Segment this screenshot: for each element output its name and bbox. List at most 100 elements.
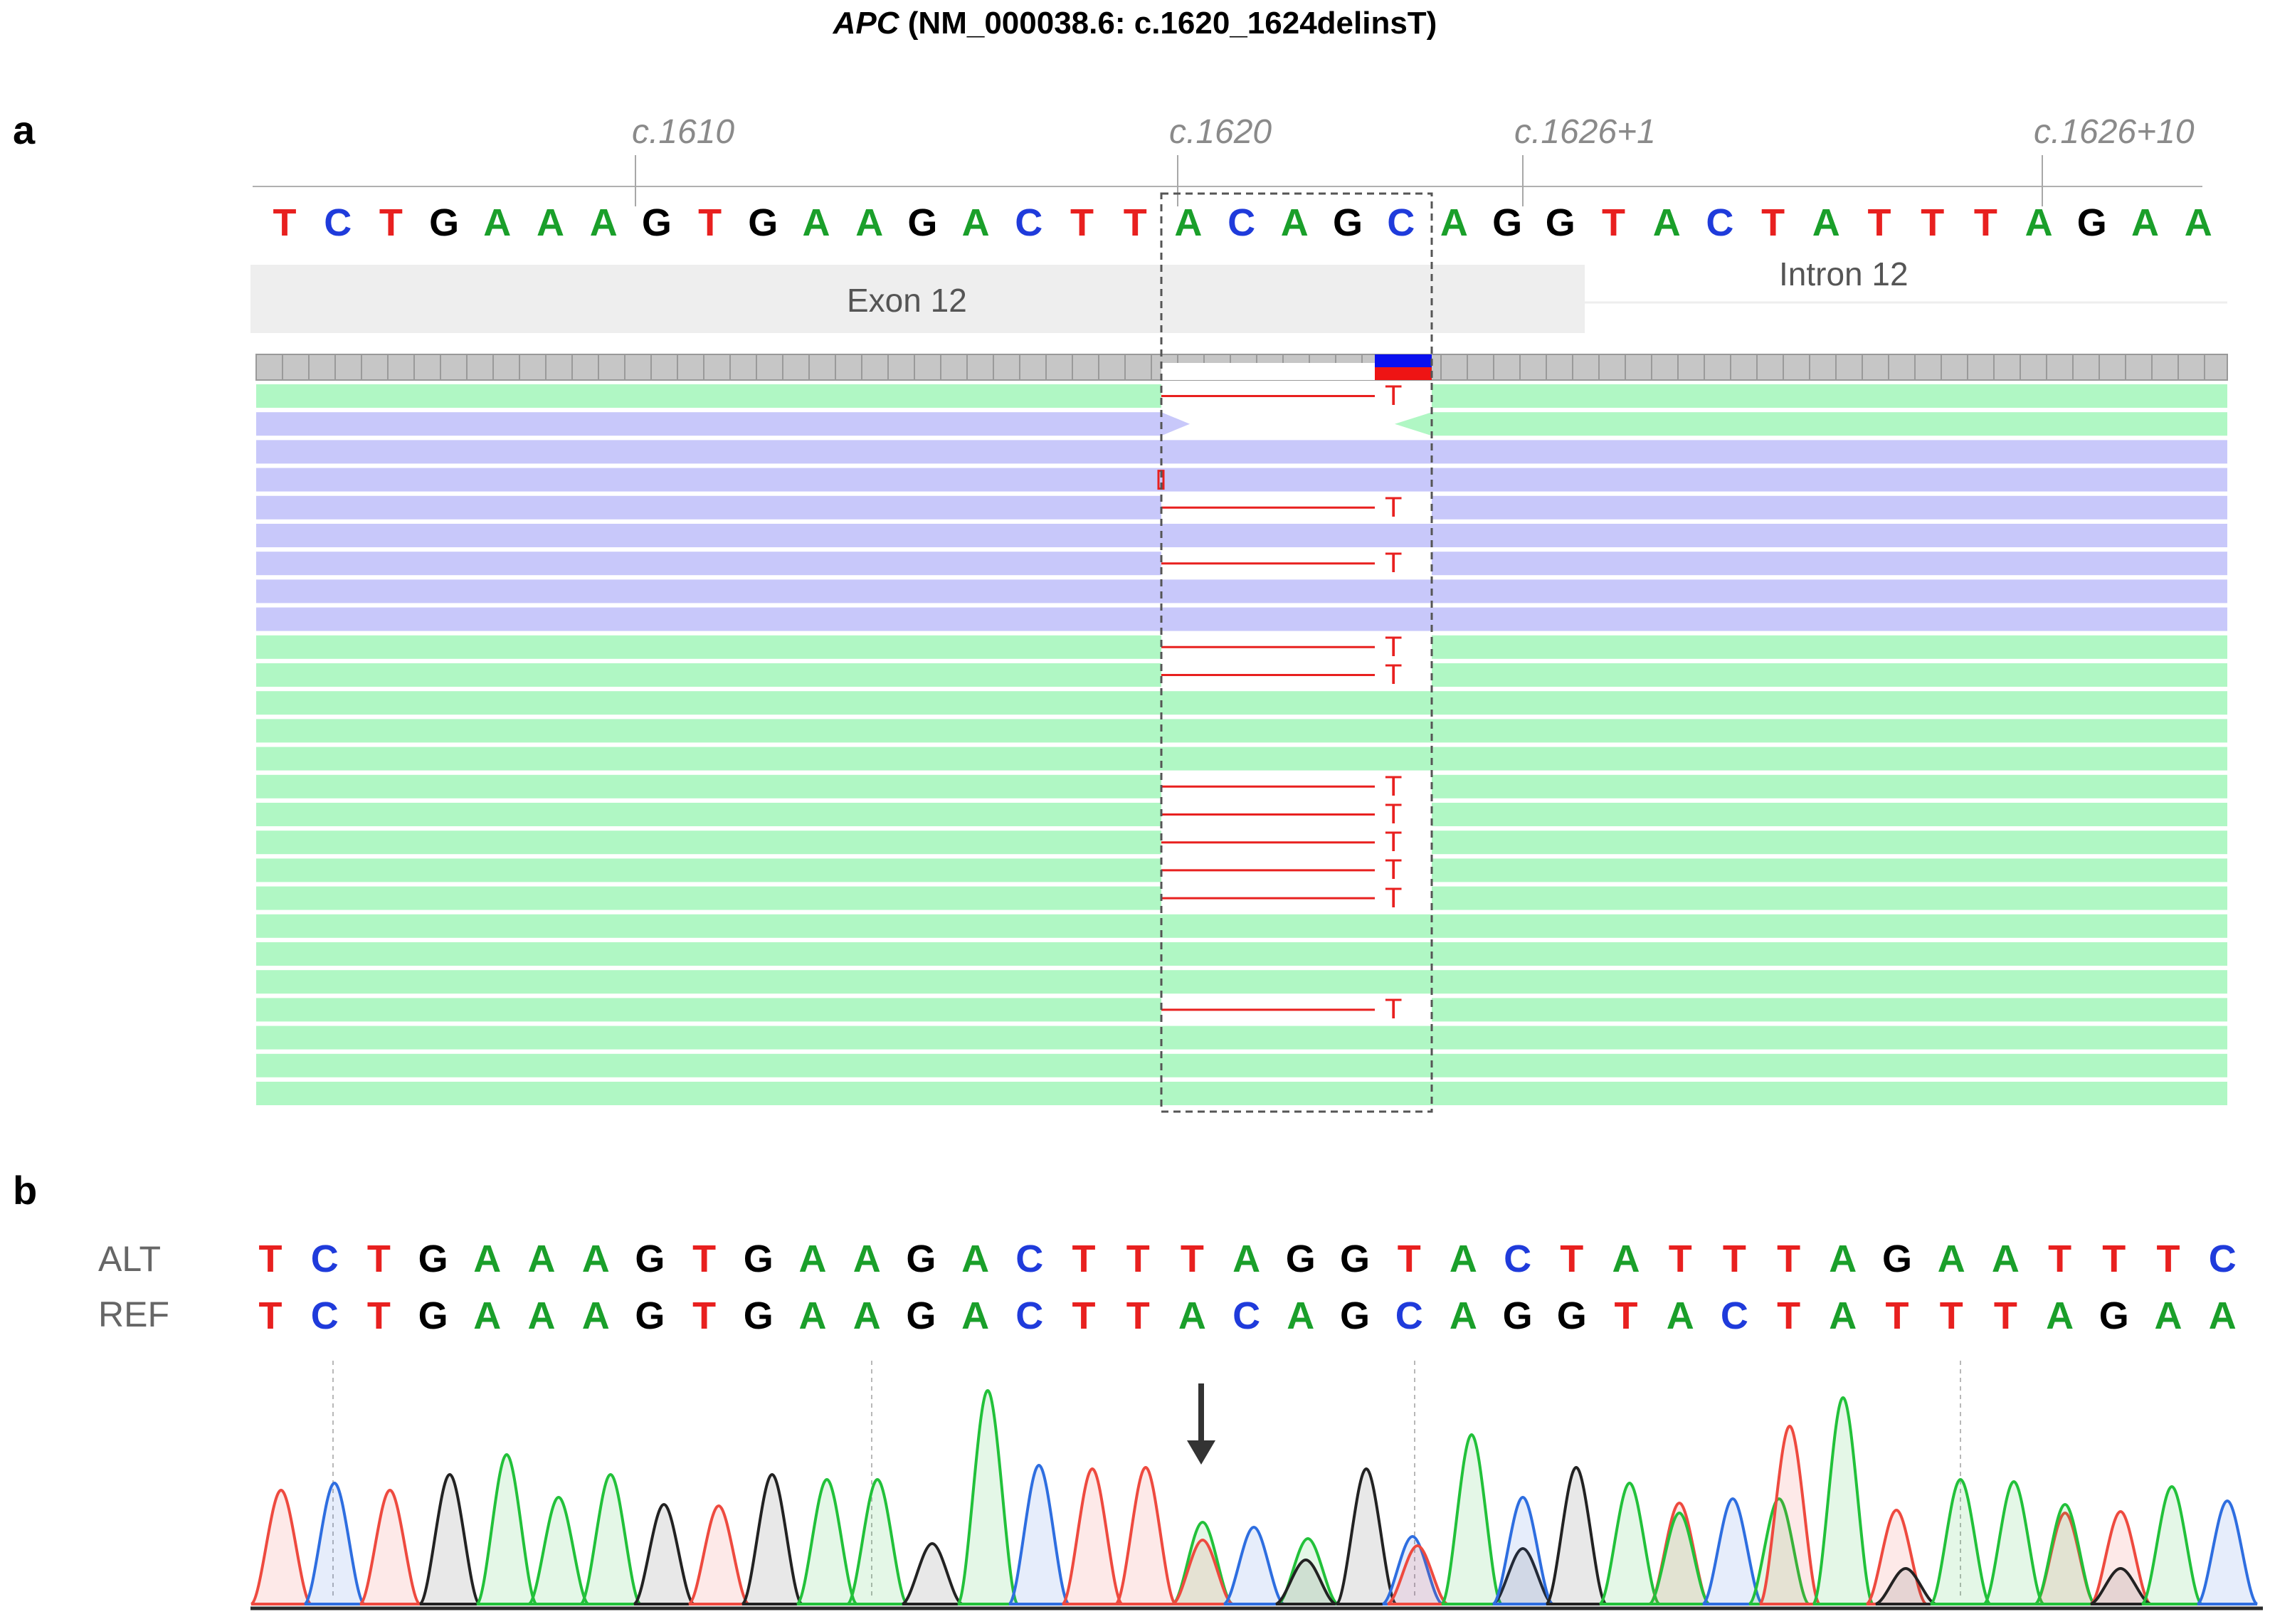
ref-base: T: [1123, 201, 1147, 244]
ref-base: G: [1502, 1295, 1533, 1337]
read: [256, 970, 2227, 994]
ref-base: A: [1812, 201, 1840, 244]
chromatogram-peak: [1492, 1495, 1554, 1605]
alt-base: A: [1829, 1238, 1857, 1280]
ref-base: A: [1280, 201, 1309, 244]
insertion-base-label: T: [1385, 659, 1403, 690]
read: [1432, 663, 2227, 687]
alt-base: G: [906, 1238, 936, 1280]
ref-base: T: [379, 201, 403, 244]
read: [256, 942, 2227, 966]
chromatogram-peak: [1875, 1566, 1936, 1605]
alt-base: A: [1449, 1238, 1477, 1280]
alt-base: C: [1504, 1238, 1532, 1280]
read: [1432, 412, 2227, 436]
ref-base: A: [2024, 201, 2053, 244]
read: [256, 440, 2227, 464]
chromatogram: [250, 1361, 2263, 1610]
alt-base: C: [1015, 1238, 1044, 1280]
chromatogram-peak: [2196, 1499, 2259, 1605]
ref-base: T: [258, 1295, 283, 1337]
alt-base: A: [1232, 1238, 1261, 1280]
read: [1432, 803, 2227, 826]
read: [256, 468, 2227, 492]
alt-base: T: [1777, 1238, 1801, 1280]
insertion-base-label: T: [1385, 826, 1403, 858]
ref-base: T: [1777, 1295, 1801, 1337]
read: [256, 719, 2227, 743]
read-end: [1395, 412, 1432, 436]
chromatogram-peak: [303, 1481, 366, 1605]
read: [1432, 552, 2227, 576]
alt-base: A: [581, 1238, 610, 1280]
chromatogram-peak: [1114, 1465, 1177, 1605]
variant-arrow-head: [1187, 1440, 1215, 1465]
alt-base: A: [473, 1238, 502, 1280]
ref-base: T: [366, 1295, 391, 1337]
alt-base: T: [1180, 1238, 1204, 1280]
panel-b-letter: b: [13, 1168, 38, 1213]
alt-base: A: [1937, 1238, 1965, 1280]
insertion-base-label: T: [1385, 547, 1403, 579]
ref-base: A: [1652, 201, 1681, 244]
alt-base: T: [258, 1238, 283, 1280]
alt-base: T: [2048, 1238, 2072, 1280]
ref-base: C: [1232, 1295, 1261, 1337]
chromatogram-peak: [1171, 1538, 1234, 1605]
ref-base: G: [1339, 1295, 1370, 1337]
alt-base: A: [527, 1238, 556, 1280]
alt-base: T: [692, 1238, 717, 1280]
ref-base: C: [1395, 1295, 1423, 1337]
chromatogram-peak: [1274, 1558, 1337, 1605]
ref-base: T: [1761, 201, 1785, 244]
ref-base: C: [1720, 1295, 1748, 1337]
ref-base: T: [1973, 201, 1997, 244]
ref-base: A: [855, 201, 884, 244]
coverage-variant-red: [1375, 367, 1432, 380]
alt-base: A: [961, 1238, 990, 1280]
ref-base: C: [1228, 201, 1256, 244]
ref-base: G: [907, 201, 938, 244]
chromatogram-peak: [1748, 1497, 1810, 1605]
read: [256, 691, 2227, 715]
alt-base: A: [1612, 1238, 1640, 1280]
ref-base: G: [743, 1295, 774, 1337]
intron-label: Intron 12: [1779, 255, 1909, 292]
chromatogram-peak: [1865, 1508, 1928, 1605]
alt-base: T: [1722, 1238, 1746, 1280]
ref-base: G: [1492, 201, 1523, 244]
ref-base: A: [537, 201, 564, 244]
alt-base: A: [798, 1238, 827, 1280]
chromatogram-peak: [579, 1472, 642, 1605]
ref-base: A: [2184, 201, 2212, 244]
alt-base: G: [743, 1238, 774, 1280]
ref-base: G: [1556, 1295, 1587, 1337]
alt-base: G: [1285, 1238, 1316, 1280]
read: [256, 635, 1161, 659]
chromatogram-peak: [796, 1477, 858, 1605]
ref-base: T: [1867, 201, 1891, 244]
alt-base: G: [1881, 1238, 1912, 1280]
ref-base: G: [429, 201, 460, 244]
panel-a-graphics: [250, 155, 2228, 1113]
chromatogram-peak: [1335, 1467, 1398, 1605]
ref-base: A: [802, 201, 830, 244]
chromatogram-peak: [1545, 1465, 1608, 1605]
chromatogram-peak: [1440, 1433, 1503, 1605]
ref-base: A: [1287, 1295, 1315, 1337]
read: [256, 607, 2227, 631]
coord-label-c1610: c.1610: [632, 113, 735, 151]
chromatogram-peak: [1983, 1480, 2045, 1605]
chromatogram-peak: [1492, 1546, 1554, 1605]
ref-base: A: [483, 201, 512, 244]
alt-base: G: [418, 1238, 448, 1280]
read: [256, 803, 1161, 826]
read: [256, 663, 1161, 687]
ref-base: T: [1993, 1295, 2017, 1337]
alt-base: T: [2102, 1238, 2126, 1280]
ref-track-label: REF: [98, 1295, 169, 1334]
gene-name: APC: [833, 6, 899, 41]
alt-base: C: [310, 1238, 339, 1280]
insertion-base-label: T: [1385, 631, 1403, 663]
